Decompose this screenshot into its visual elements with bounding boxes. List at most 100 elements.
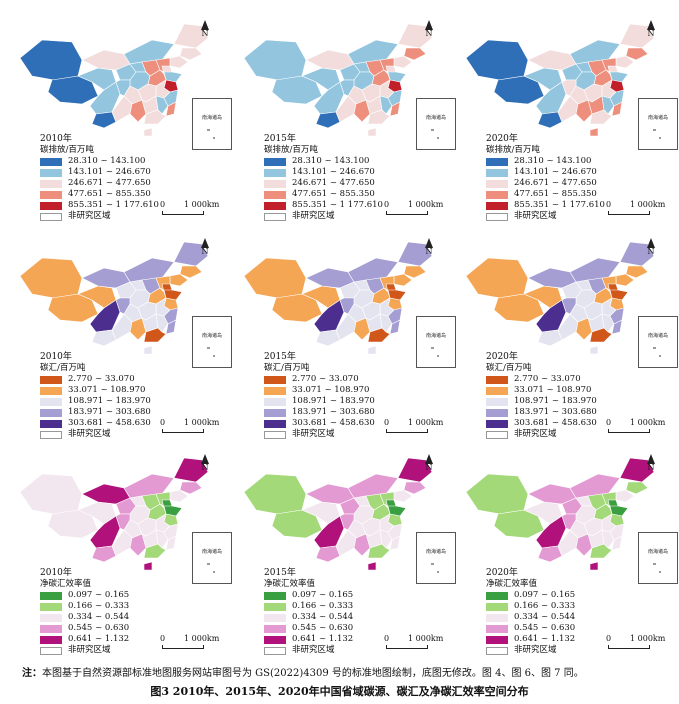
province-region [165, 319, 177, 335]
province-region [165, 535, 177, 551]
legend-swatch [264, 635, 286, 644]
north-arrow-icon: N [644, 20, 658, 38]
legend-swatch [40, 419, 62, 428]
province-map [19, 241, 209, 355]
province-map [243, 457, 433, 571]
province-region [91, 545, 117, 563]
legend-year: 2020年 [486, 352, 518, 362]
legend-item: 0.166 ~ 0.333 [486, 601, 575, 612]
province-region [143, 345, 153, 355]
legend-item-non-study: 非研究区域 [264, 211, 383, 222]
legend-year: 2015年 [264, 134, 296, 144]
province-region [619, 23, 655, 49]
scale-bar: 0 1 000km [160, 418, 230, 438]
legend-swatch [40, 591, 62, 600]
legend-non-study: 非研究区域 [514, 429, 557, 439]
legend-swatch [486, 397, 508, 406]
map-panel-carbon-0: N 南海诸岛 2010年 碳排放/百万吨 28.310 ~ 143.100 143.101… [12, 10, 235, 225]
legend-item: 0.641 ~ 1.132 [264, 634, 353, 645]
legend-swatch [486, 212, 508, 221]
legend-item: 0.545 ~ 0.630 [486, 623, 575, 634]
legend-item: 0.641 ~ 1.132 [40, 634, 129, 645]
province-region [625, 265, 649, 279]
legend-range: 28.310 ~ 143.100 [514, 156, 592, 166]
province-region [367, 561, 377, 571]
legend-range: 28.310 ~ 143.100 [292, 156, 370, 166]
province-region [163, 89, 179, 107]
legend-swatch [40, 430, 62, 439]
legend-non-study: 非研究区域 [514, 645, 557, 655]
legend-item: 143.101 ~ 246.670 [264, 167, 383, 178]
scale-bar: 0 1 000km [606, 200, 676, 220]
legend-item: 108.971 ~ 183.970 [264, 396, 375, 407]
map-panel-sink-0: N 南海诸岛 2010年 碳汇/百万吨 2.770 ~ 33.070 33.071 ~ 1… [12, 228, 235, 443]
inset-label: 南海诸岛 [648, 115, 669, 121]
legend-item: 0.334 ~ 0.544 [264, 612, 353, 623]
province-region [89, 299, 121, 333]
legend-item: 246.671 ~ 477.650 [40, 178, 159, 189]
legend-swatch [264, 386, 286, 395]
south-china-sea-inset: 南海诸岛 [638, 532, 678, 584]
south-china-sea-inset: 南海诸岛 [416, 316, 456, 368]
province-region [313, 299, 345, 333]
legend-swatch [486, 168, 508, 177]
map-panel-netsink-1: N 南海诸岛 2015年 净碳汇效率值 0.097 ~ 0.165 0.166 ~ 0.3… [236, 444, 459, 659]
legend-range: 183.971 ~ 303.680 [514, 407, 597, 417]
legend-swatch [264, 602, 286, 611]
legend-range: 303.681 ~ 458.630 [514, 418, 597, 428]
legend-range: 303.681 ~ 458.630 [68, 418, 151, 428]
south-china-sea-inset: 南海诸岛 [638, 98, 678, 150]
legend-item: 303.681 ~ 458.630 [40, 418, 151, 429]
province-map [243, 23, 433, 137]
legend-non-study: 非研究区域 [68, 211, 111, 221]
legend-swatch [486, 419, 508, 428]
province-region [397, 23, 433, 49]
south-china-sea-inset: 南海诸岛 [192, 532, 232, 584]
scale-zero: 0 [606, 634, 612, 643]
legend-item: 303.681 ~ 458.630 [264, 418, 375, 429]
inset-label: 南海诸岛 [202, 115, 223, 121]
scale-bar: 0 1 000km [384, 418, 454, 438]
legend-swatch [264, 201, 286, 210]
legend-swatch [264, 179, 286, 188]
map-panel-sink-2: N 南海诸岛 2020年 碳汇/百万吨 2.770 ~ 33.070 33.071 ~ 1… [458, 228, 679, 443]
legend-range: 28.310 ~ 143.100 [68, 156, 146, 166]
legend-item: 855.351 ~ 1 177.610 [264, 200, 383, 211]
scale-zero: 0 [160, 418, 166, 427]
legend-swatch [264, 168, 286, 177]
legend-range: 0.097 ~ 0.165 [292, 590, 354, 600]
legend-swatch [264, 613, 286, 622]
legend-range: 143.101 ~ 246.670 [514, 167, 597, 177]
province-region [387, 89, 403, 107]
province-region [367, 127, 377, 137]
south-china-sea-inset: 南海诸岛 [638, 316, 678, 368]
north-label: N [201, 463, 209, 472]
legend-item-non-study: 非研究区域 [40, 429, 151, 440]
province-region [367, 543, 391, 559]
scale-zero: 0 [384, 418, 390, 427]
legend-range: 246.671 ~ 477.650 [514, 178, 597, 188]
north-label: N [647, 29, 655, 38]
province-region [129, 533, 147, 557]
north-label: N [647, 463, 655, 472]
map-panel-carbon-1: N 南海诸岛 2015年 碳排放/百万吨 28.310 ~ 143.100 143.101… [236, 10, 459, 225]
legend-swatch [264, 397, 286, 406]
legend-item: 183.971 ~ 303.680 [40, 407, 151, 418]
province-region [535, 515, 567, 549]
legend-swatch [486, 408, 508, 417]
inset-label: 南海诸岛 [648, 549, 669, 555]
map-legend: 2020年 碳汇/百万吨 2.770 ~ 33.070 33.071 ~ 108.97… [486, 352, 597, 440]
province-region [173, 457, 209, 483]
north-arrow-icon: N [198, 20, 212, 38]
figure-caption: 图3 2010年、2015年、2020年中国省域碳源、碳汇及净碳汇效率空间分布 [150, 685, 529, 698]
legend-non-study: 非研究区域 [68, 429, 111, 439]
north-arrow-icon: N [422, 238, 436, 256]
legend-range: 2.770 ~ 33.070 [68, 374, 135, 384]
legend-swatch [486, 430, 508, 439]
province-region [315, 329, 341, 347]
province-region [589, 127, 599, 137]
province-region [611, 535, 623, 551]
legend-range: 0.166 ~ 0.333 [68, 601, 130, 611]
legend-non-study: 非研究区域 [68, 645, 111, 655]
scale-label: 1 000km [408, 418, 444, 427]
